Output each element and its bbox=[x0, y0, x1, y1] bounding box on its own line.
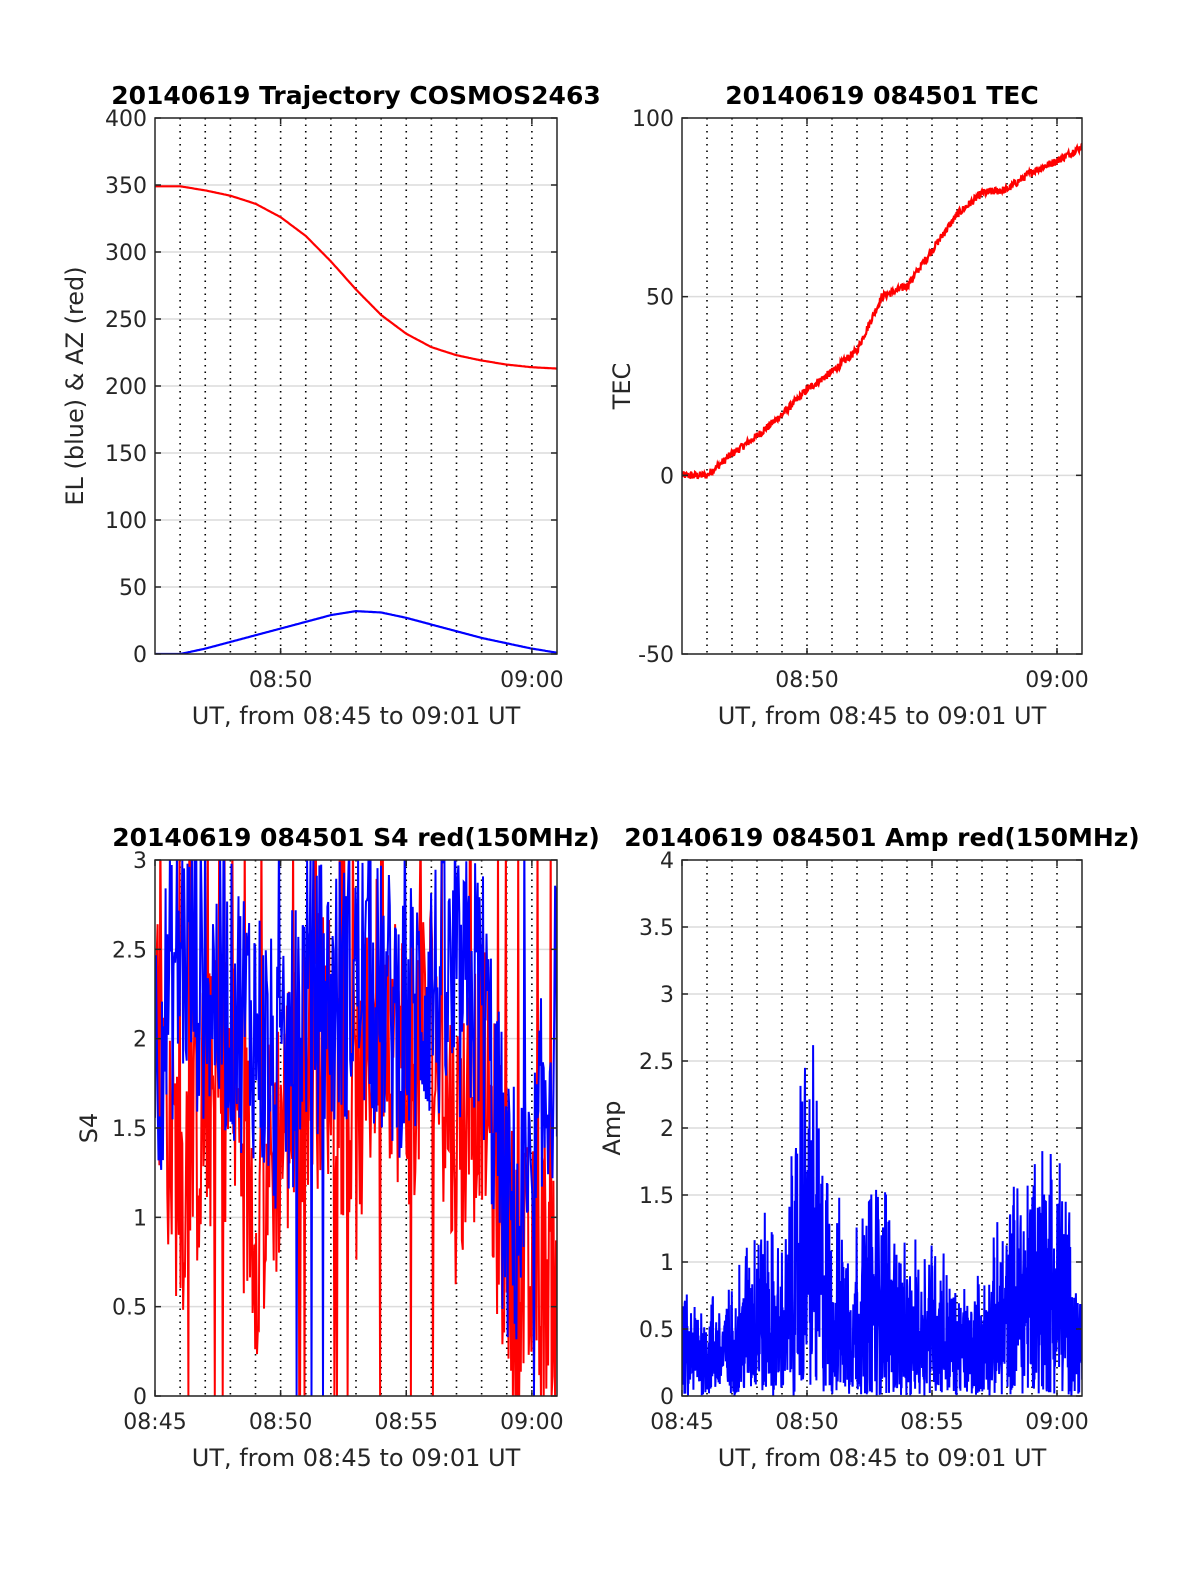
y-tick-label: 2 bbox=[133, 1028, 147, 1053]
y-tick-label: 1.5 bbox=[639, 1184, 674, 1209]
chart-panel-3: 0 0.5 1 1.5 2 2.5 3 08:45 08:50 08:55 09:00 2014061… bbox=[75, 823, 600, 1472]
data-layer bbox=[155, 860, 557, 1396]
chart-panel-4: 0 0.5 1 1.5 2 2.5 3 3.5 4 08:45 08:50 08:55 09:00 201… bbox=[598, 823, 1140, 1472]
x-tick-label: 08:55 bbox=[375, 1410, 438, 1435]
y-tick-label: 0 bbox=[660, 1385, 674, 1410]
y-tick-label: 250 bbox=[105, 308, 147, 333]
x-axis-label: UT, from 08:45 to 09:01 UT bbox=[192, 702, 521, 730]
x-axis-label: UT, from 08:45 to 09:01 UT bbox=[718, 702, 1047, 730]
y-tick-label: 50 bbox=[646, 286, 674, 311]
y-tick-label: 150 bbox=[105, 442, 147, 467]
y-tick-label: 3 bbox=[133, 849, 147, 874]
y-tick-label: -50 bbox=[638, 643, 674, 668]
y-tick-label: 100 bbox=[632, 107, 674, 132]
chart-panel-2: -50 0 50 100 08:50 09:00 20140619 084501 TEC UT… bbox=[608, 81, 1089, 730]
y-tick-label: 0 bbox=[660, 464, 674, 489]
series-line-1 bbox=[682, 142, 1082, 480]
y-tick-label: 400 bbox=[105, 107, 147, 132]
chart-panel-1: 0 50 100 150 200 250 300 350 400 08:50 09:00 201406… bbox=[61, 81, 601, 730]
chart-title: 20140619 084501 Amp red(150MHz) bbox=[624, 823, 1140, 852]
x-tick-label: 08:50 bbox=[249, 668, 312, 693]
y-tick-label: 350 bbox=[105, 174, 147, 199]
x-axis-label: UT, from 08:45 to 09:01 UT bbox=[718, 1444, 1047, 1472]
series-line-1 bbox=[155, 185, 557, 370]
series-line-1 bbox=[682, 1045, 1082, 1396]
data-layer bbox=[682, 142, 1082, 480]
x-tick-label: 09:00 bbox=[500, 668, 563, 693]
y-tick-label: 2.5 bbox=[112, 938, 147, 963]
x-tick-label: 08:45 bbox=[650, 1410, 713, 1435]
series-line-1 bbox=[155, 860, 557, 1396]
x-tick-label: 08:45 bbox=[123, 1410, 186, 1435]
y-axis-label: S4 bbox=[75, 1113, 103, 1144]
x-tick-label: 08:55 bbox=[900, 1410, 963, 1435]
x-axis-label: UT, from 08:45 to 09:01 UT bbox=[192, 1444, 521, 1472]
data-layer bbox=[155, 185, 557, 654]
y-tick-label: 200 bbox=[105, 375, 147, 400]
x-tick-label: 08:50 bbox=[775, 1410, 838, 1435]
x-tick-label: 08:50 bbox=[775, 668, 838, 693]
y-tick-label: 3 bbox=[660, 983, 674, 1008]
y-tick-label: 2.5 bbox=[639, 1050, 674, 1075]
y-axis-label: Amp bbox=[598, 1100, 626, 1155]
y-tick-label: 0 bbox=[133, 1385, 147, 1410]
x-tick-label: 09:00 bbox=[1025, 1410, 1088, 1435]
y-axis-label: EL (blue) & AZ (red) bbox=[61, 266, 89, 505]
data-layer bbox=[682, 1045, 1082, 1396]
y-tick-label: 100 bbox=[105, 509, 147, 534]
y-tick-label: 300 bbox=[105, 241, 147, 266]
y-tick-label: 1 bbox=[660, 1251, 674, 1276]
chart-title: 20140619 Trajectory COSMOS2463 bbox=[111, 81, 601, 110]
x-tick-label: 09:00 bbox=[1025, 668, 1088, 693]
y-tick-label: 0.5 bbox=[639, 1318, 674, 1343]
y-tick-label: 1 bbox=[133, 1206, 147, 1231]
y-tick-label: 50 bbox=[119, 576, 147, 601]
x-tick-label: 09:00 bbox=[500, 1410, 563, 1435]
y-tick-label: 4 bbox=[660, 849, 674, 874]
y-axis-label: TEC bbox=[608, 363, 636, 411]
y-tick-label: 0.5 bbox=[112, 1296, 147, 1321]
chart-title: 20140619 084501 TEC bbox=[725, 81, 1038, 110]
y-tick-label: 2 bbox=[660, 1117, 674, 1142]
axes-box bbox=[681, 117, 1083, 655]
series-line-2 bbox=[155, 609, 557, 654]
x-tick-label: 08:50 bbox=[249, 1410, 312, 1435]
y-tick-label: 1.5 bbox=[112, 1117, 147, 1142]
y-tick-label: 0 bbox=[133, 643, 147, 668]
chart-title: 20140619 084501 S4 red(150MHz) bbox=[112, 823, 600, 852]
series-line-2 bbox=[155, 860, 557, 1396]
y-tick-label: 3.5 bbox=[639, 916, 674, 941]
